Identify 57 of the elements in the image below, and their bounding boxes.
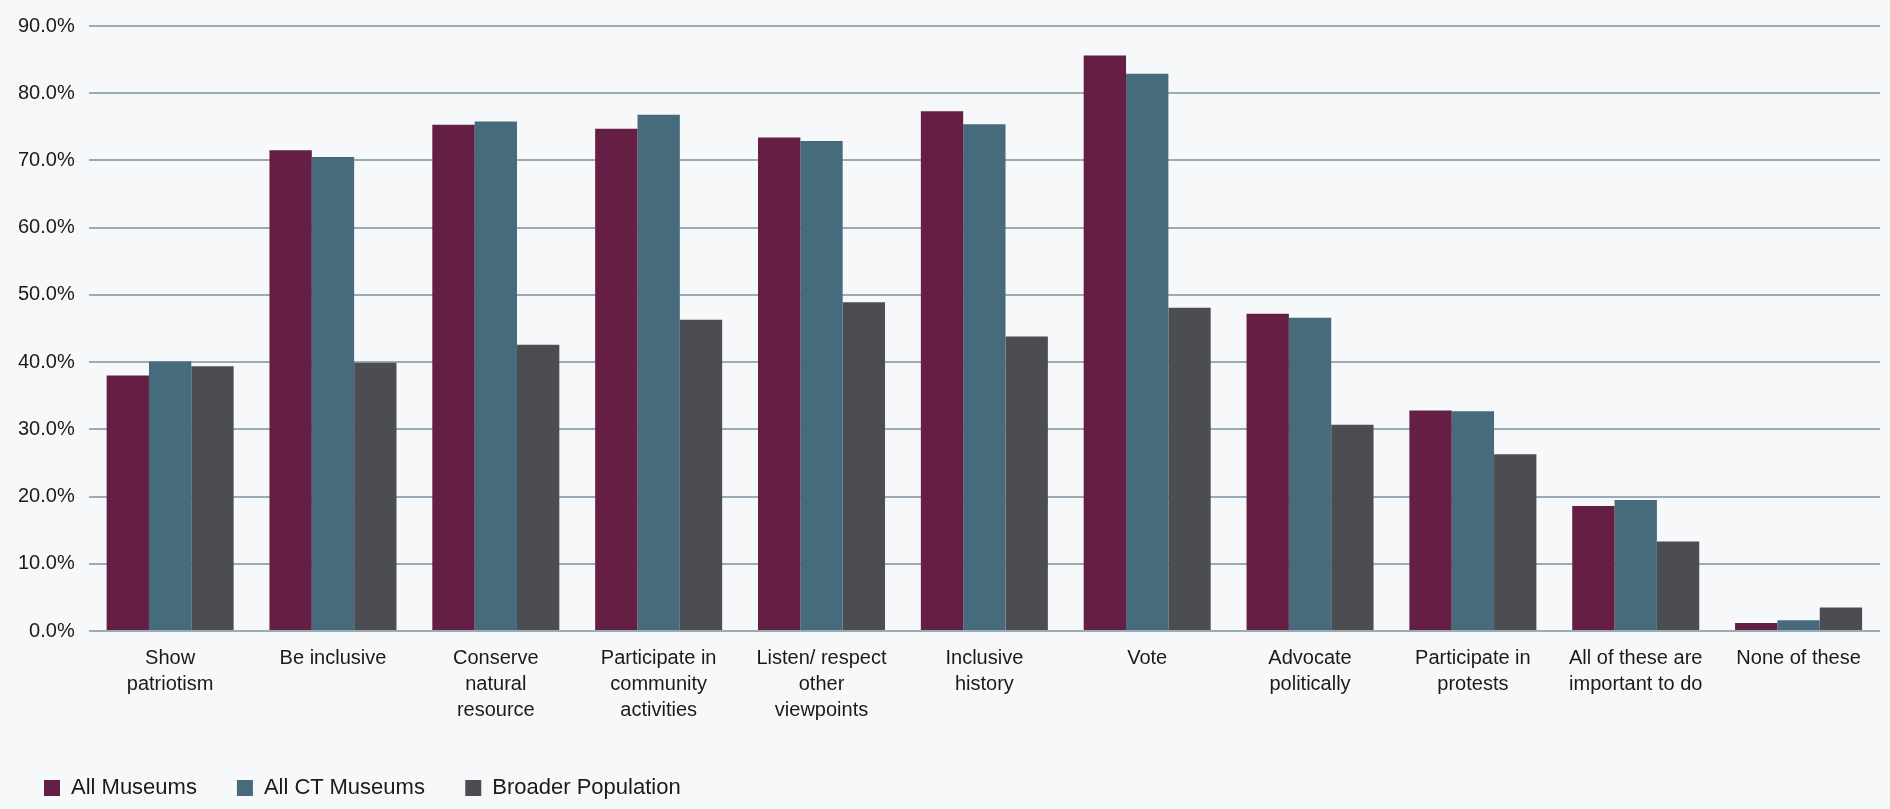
legend-label: All CT Museums [263, 774, 425, 800]
x-tick-label: Conserve natural resource [453, 645, 539, 720]
bar [1777, 620, 1820, 630]
bar [920, 111, 964, 630]
x-tick-label: Vote [1127, 645, 1168, 668]
bar [1735, 622, 1778, 630]
bar [1451, 411, 1495, 630]
x-tick-label: Show patriotism [126, 645, 214, 694]
bar [269, 150, 312, 630]
bar [1168, 307, 1211, 630]
y-tick-label: 0.0% [29, 618, 75, 641]
bar [842, 302, 886, 630]
bar [1656, 541, 1700, 630]
bar [311, 157, 355, 630]
bar [800, 140, 843, 630]
bar [1005, 336, 1048, 630]
x-tick-label: Participate in protests [1415, 645, 1531, 694]
bar [1288, 317, 1332, 630]
x-tick-label: Be inclusive [279, 645, 387, 668]
bar [516, 344, 560, 630]
legend-label: Broader Population [492, 774, 681, 800]
bar [1572, 505, 1615, 630]
bar [1494, 454, 1537, 630]
bar [679, 319, 723, 630]
bar [1083, 55, 1127, 630]
bar [1409, 410, 1452, 630]
y-tick-label: 20.0% [17, 484, 75, 507]
x-tick-label: Inclusive history [945, 645, 1024, 694]
x-tick-label: Participate in community activities [600, 645, 717, 720]
bar [758, 137, 801, 630]
y-tick-label: 30.0% [17, 416, 75, 439]
bar [637, 114, 680, 630]
bar [474, 121, 517, 630]
x-tick-label: Listen/ respect other viewpoints [756, 645, 887, 720]
x-tick-label: All of these are important to do [1569, 645, 1703, 694]
y-tick-label: 90.0% [17, 13, 75, 36]
bar [595, 128, 638, 630]
bar [1614, 499, 1657, 630]
x-tick-label: Advocate politically [1268, 645, 1352, 694]
y-tick-label: 50.0% [17, 282, 75, 305]
bar [1331, 424, 1374, 630]
bar [106, 375, 149, 630]
bar [191, 366, 234, 630]
bar [354, 362, 397, 630]
bar [1819, 607, 1863, 630]
bar [1126, 73, 1169, 630]
y-tick-label: 80.0% [17, 80, 75, 103]
y-tick-label: 10.0% [17, 551, 75, 574]
legend-label: All Museums [71, 774, 197, 800]
bar [963, 124, 1006, 630]
bar [1246, 313, 1289, 630]
bar [432, 124, 475, 630]
x-tick-label: None of these [1736, 645, 1861, 668]
bar [148, 361, 192, 630]
y-tick-label: 40.0% [17, 349, 75, 372]
y-tick-label: 60.0% [17, 215, 75, 238]
y-tick-label: 70.0% [17, 147, 75, 170]
